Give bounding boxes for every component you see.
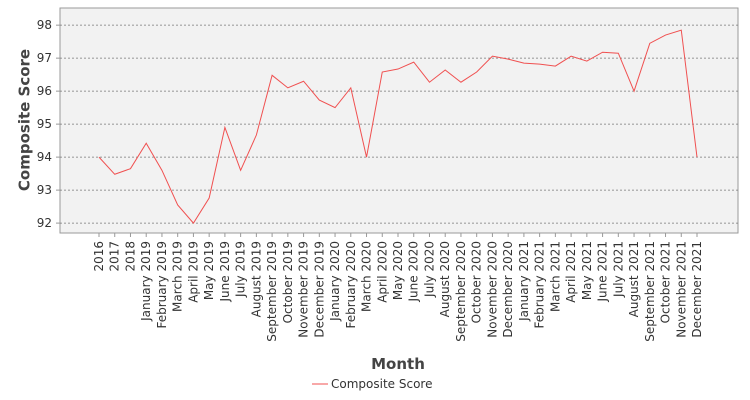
- y-tick-label: 97: [37, 51, 52, 65]
- x-tick-label: December 2019: [312, 241, 326, 338]
- y-axis-title: Composite Score: [16, 49, 34, 191]
- x-tick-label: May 2019: [202, 241, 216, 300]
- x-tick-label: September 2020: [454, 241, 468, 342]
- x-tick-label: 2016: [92, 241, 106, 272]
- x-tick-label: June 2021: [596, 241, 610, 303]
- x-tick-label: January 2020: [328, 241, 342, 322]
- y-tick-label: 96: [37, 84, 52, 98]
- x-tick-label: 2017: [108, 241, 122, 272]
- x-tick-label: August 2019: [249, 241, 263, 317]
- y-tick-label: 92: [37, 216, 52, 230]
- x-tick-label: May 2021: [580, 241, 594, 300]
- x-tick-label: November 2019: [297, 241, 311, 338]
- x-tick-label: April 2020: [375, 241, 389, 303]
- y-tick-label: 98: [37, 18, 52, 32]
- x-tick-label: February 2019: [155, 241, 169, 329]
- x-tick-label: October 2019: [281, 241, 295, 323]
- x-tick-label: August 2021: [627, 241, 641, 317]
- x-tick-label: May 2020: [391, 241, 405, 300]
- series-line: [98, 29, 698, 224]
- x-axis-title: Month: [371, 355, 425, 373]
- x-tick-label: July 2021: [611, 241, 625, 298]
- x-tick-label: January 2019: [139, 241, 153, 322]
- x-tick-label: November 2020: [485, 241, 499, 338]
- x-tick-label: March 2021: [548, 241, 562, 312]
- x-tick-label: January 2021: [517, 241, 531, 322]
- x-tick-label: July 2020: [422, 241, 436, 298]
- x-tick-label: December 2021: [690, 241, 704, 338]
- x-tick-label: December 2020: [501, 241, 515, 338]
- x-tick-label: March 2020: [360, 241, 374, 312]
- x-tick-label: June 2019: [218, 241, 232, 303]
- x-tick-label: April 2021: [564, 241, 578, 303]
- x-tick-label: September 2021: [643, 241, 657, 342]
- x-tick-label: February 2020: [344, 241, 358, 329]
- y-tick-label: 94: [37, 150, 52, 164]
- x-tick-label: March 2019: [171, 241, 185, 312]
- x-tick-label: September 2019: [265, 241, 279, 342]
- plot-area: [59, 7, 739, 234]
- legend-label: Composite Score: [331, 377, 432, 391]
- x-tick-label: November 2021: [674, 241, 688, 338]
- x-tick-label: August 2020: [438, 241, 452, 317]
- y-tick-label: 95: [37, 117, 52, 131]
- x-tick-label: 2018: [123, 241, 137, 272]
- y-tick-label: 93: [37, 183, 52, 197]
- x-tick-label: July 2019: [234, 241, 248, 298]
- x-tick-label: February 2021: [533, 241, 547, 329]
- x-tick-label: October 2021: [659, 241, 673, 323]
- x-tick-label: October 2020: [470, 241, 484, 323]
- x-tick-label: June 2020: [407, 241, 421, 303]
- x-tick-label: April 2019: [186, 241, 200, 303]
